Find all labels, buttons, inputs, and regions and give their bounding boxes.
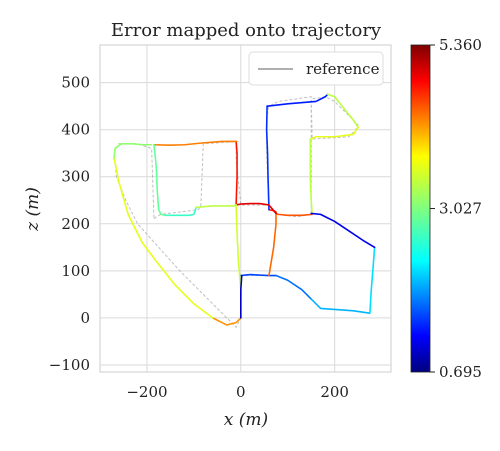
trajectory-segment <box>240 273 277 277</box>
trajectory-segment <box>240 274 243 319</box>
trajectory-segment <box>113 157 214 319</box>
x-axis-label: x (m) <box>224 410 268 430</box>
trajectory-segment <box>369 246 376 314</box>
x-tick-label: 200 <box>320 383 349 401</box>
trajectory-segment <box>235 140 238 206</box>
y-ticks: −100 0 100 200 300 400 500 <box>49 74 90 374</box>
colorbar-tick-label: 5.360 <box>439 36 482 54</box>
trajectory-segment <box>310 212 376 249</box>
trajectory-segment <box>266 93 329 107</box>
trajectory-segment <box>195 204 237 209</box>
trajectory-segment <box>275 274 313 300</box>
trajectory <box>113 93 376 329</box>
trajectory-segment <box>113 143 153 159</box>
x-ticks: −200 0 200 <box>126 383 349 401</box>
trajectory-segment <box>211 317 242 326</box>
trajectory-segment <box>153 143 167 217</box>
y-tick-label: −100 <box>49 356 90 374</box>
trajectory-segment <box>309 126 359 140</box>
y-tick-label: 400 <box>61 121 90 139</box>
trajectory-segment <box>268 211 277 277</box>
legend: reference <box>248 51 384 86</box>
plot-area <box>99 44 392 373</box>
legend-box <box>248 51 384 86</box>
colorbar: 0.695 3.027 5.360 <box>410 36 482 381</box>
trajectory-segment <box>153 140 237 147</box>
x-tick-label: −200 <box>126 383 167 401</box>
y-tick-label: 500 <box>61 74 90 92</box>
y-tick-label: 300 <box>61 168 90 186</box>
legend-label-reference: reference <box>306 60 380 78</box>
trajectory-segment <box>309 138 313 216</box>
trajectory-segment <box>164 206 198 217</box>
y-axis-label: z (m) <box>23 187 43 232</box>
chart-title: Error mapped onto trajectory <box>111 20 382 41</box>
colorbar-tick-label: 3.027 <box>439 200 482 218</box>
y-tick-label: 100 <box>61 262 90 280</box>
trajectory-segment <box>265 105 270 211</box>
trajectory-segment <box>310 298 371 314</box>
y-tick-label: 200 <box>61 215 90 233</box>
trajectory-segment <box>235 202 277 215</box>
x-tick-label: 0 <box>236 383 246 401</box>
colorbar-tick-label: 0.695 <box>439 363 482 381</box>
trajectory-segment <box>326 93 359 129</box>
colorbar-ticks: 0.695 3.027 5.360 <box>430 36 482 381</box>
trajectory-segment <box>275 212 313 217</box>
y-tick-label: 0 <box>80 309 90 327</box>
colorbar-gradient <box>410 44 431 373</box>
